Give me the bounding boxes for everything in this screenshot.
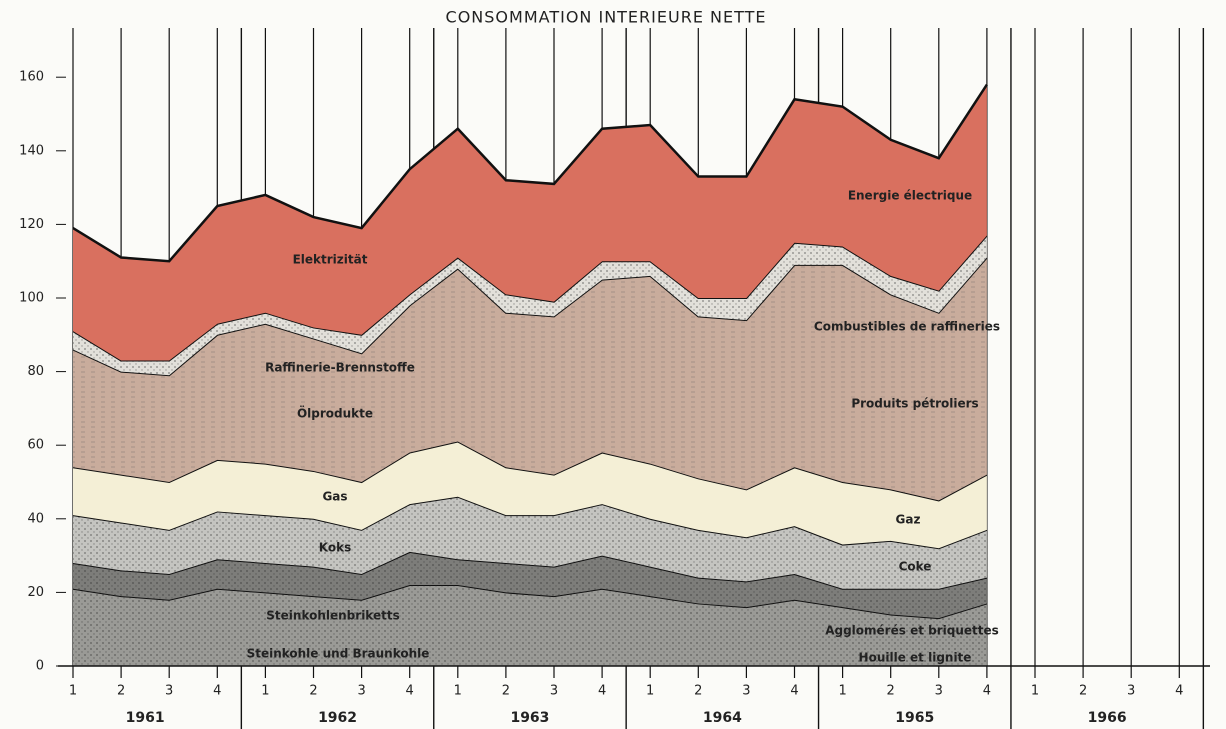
y-tick-label: 80 bbox=[27, 364, 44, 379]
x-tick-label: 4 bbox=[213, 684, 221, 699]
year-label: 1962 bbox=[318, 710, 357, 726]
x-tick-label: 4 bbox=[790, 684, 798, 699]
area-texture bbox=[73, 496, 987, 589]
series-label: Steinkohlenbriketts bbox=[266, 609, 399, 623]
area bbox=[73, 84, 987, 361]
year-label: 1965 bbox=[895, 710, 934, 726]
series-label: Elektrizität bbox=[293, 253, 368, 267]
y-tick-label: 120 bbox=[19, 217, 44, 232]
year-label: 1966 bbox=[1088, 710, 1127, 726]
y-tick-label: 100 bbox=[19, 291, 44, 306]
year-label: 1961 bbox=[126, 710, 165, 726]
x-tick-label: 1 bbox=[646, 684, 654, 699]
series-label: Gas bbox=[322, 490, 347, 504]
area-texture bbox=[73, 551, 987, 619]
area-texture bbox=[73, 235, 987, 376]
x-tick-label: 1 bbox=[69, 684, 77, 699]
series-label: Houille et lignite bbox=[859, 651, 972, 665]
x-tick-label: 2 bbox=[502, 684, 510, 699]
x-tick-label: 1 bbox=[454, 684, 462, 699]
x-tick-label: 2 bbox=[887, 684, 895, 699]
series-label: Combustibles de raffineries bbox=[814, 320, 1000, 334]
x-tick-label: 2 bbox=[117, 684, 125, 699]
area-texture bbox=[73, 585, 987, 666]
x-tick-label: 2 bbox=[309, 684, 317, 699]
chart-title: CONSOMMATION INTERIEURE NETTE bbox=[446, 8, 767, 27]
x-tick-label: 1 bbox=[1031, 684, 1039, 699]
x-tick-label: 4 bbox=[598, 684, 606, 699]
y-tick-label: 40 bbox=[27, 511, 44, 526]
y-tick-label: 140 bbox=[19, 143, 44, 158]
series-label: Gaz bbox=[896, 513, 921, 527]
series-label: Koks bbox=[319, 541, 351, 555]
area-edge bbox=[72, 83, 988, 263]
series-label: Raffinerie-Brennstoffe bbox=[265, 361, 415, 375]
x-tick-label: 3 bbox=[1127, 684, 1135, 699]
x-tick-label: 2 bbox=[1079, 684, 1087, 699]
y-tick-label: 60 bbox=[27, 438, 44, 453]
x-tick-label: 3 bbox=[357, 684, 365, 699]
y-tick-label: 0 bbox=[36, 659, 44, 674]
x-tick-label: 3 bbox=[550, 684, 558, 699]
series-label: Energie électrique bbox=[848, 189, 972, 203]
y-tick-label: 160 bbox=[19, 70, 44, 85]
x-tick-label: 4 bbox=[1175, 684, 1183, 699]
x-tick-label: 3 bbox=[165, 684, 173, 699]
series-label: Ölprodukte bbox=[297, 406, 373, 421]
x-tick-label: 2 bbox=[694, 684, 702, 699]
x-tick-label: 4 bbox=[983, 684, 991, 699]
area bbox=[73, 441, 987, 549]
series-label: Coke bbox=[899, 560, 932, 574]
year-label: 1964 bbox=[703, 710, 742, 726]
x-tick-label: 1 bbox=[838, 684, 846, 699]
x-tick-label: 3 bbox=[742, 684, 750, 699]
series-label: Agglomérés et briquettes bbox=[825, 624, 999, 638]
x-tick-label: 4 bbox=[406, 684, 414, 699]
x-tick-label: 3 bbox=[935, 684, 943, 699]
series-label: Produits pétroliers bbox=[851, 397, 978, 411]
y-tick-label: 20 bbox=[27, 585, 44, 600]
series-label: Steinkohle und Braunkohle bbox=[247, 647, 430, 661]
area-texture bbox=[73, 257, 987, 501]
year-label: 1963 bbox=[510, 710, 549, 726]
x-tick-label: 1 bbox=[261, 684, 269, 699]
